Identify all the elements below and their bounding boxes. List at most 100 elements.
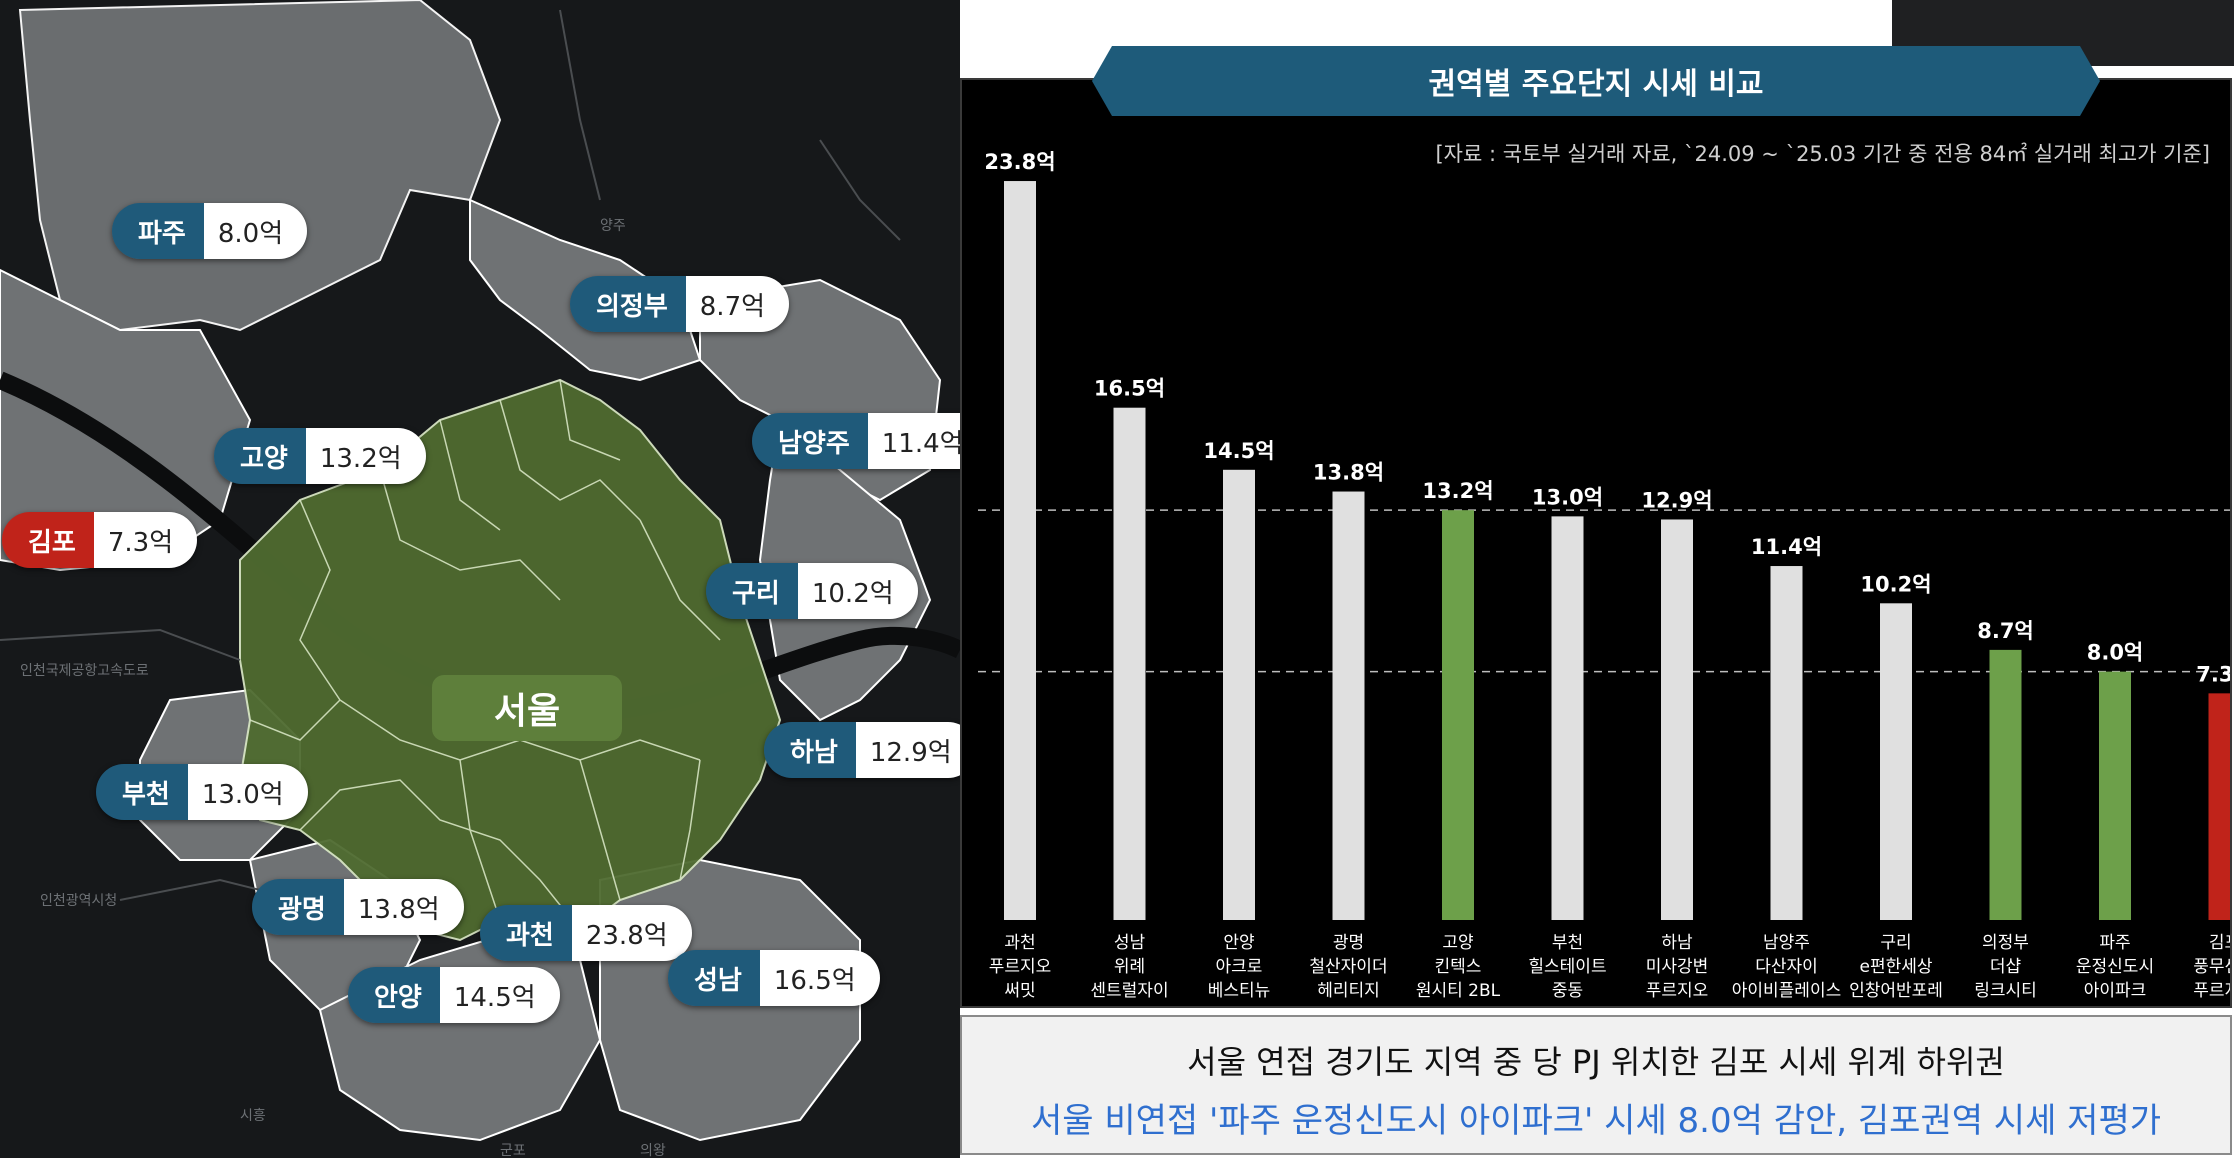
region-pill-gwacheon: 과천 23.8억 xyxy=(480,905,692,961)
bar xyxy=(1661,519,1693,920)
region-pill-paju: 파주 8.0억 xyxy=(112,203,308,259)
category-label: 아이파크 xyxy=(2084,981,2147,1001)
region-pill-bucheon: 부천 13.0억 xyxy=(96,764,308,820)
seoul-district-lines xyxy=(249,379,721,931)
chart-panel: 23.8억 과천 푸르지오 써밋 16.5억 성남 위례 센트럴자이 14.5억 안양 아크로 베스티… xyxy=(960,78,2232,1008)
bar-value-label: 10.2억 xyxy=(1860,572,1931,596)
region-name: 과천 xyxy=(480,905,572,961)
category-label: 헤리티지 xyxy=(1317,981,1380,1001)
bar xyxy=(1223,469,1255,920)
bar-value-label: 7.3억 xyxy=(2196,662,2230,686)
category-label: 광명 xyxy=(1333,933,1364,953)
category-label: 중동 xyxy=(1552,981,1583,1001)
category-label: 안양 xyxy=(1223,933,1254,953)
region-pill-namyangju: 남양주 11.4억 xyxy=(752,413,960,469)
bar xyxy=(1770,566,1803,920)
bar xyxy=(2099,671,2131,920)
bar-value-label: 12.9억 xyxy=(1641,488,1712,512)
bar-value-label: 13.8억 xyxy=(1313,461,1384,485)
title-banner xyxy=(1092,46,2100,116)
region-name: 광명 xyxy=(252,879,344,935)
bar-value-label: 14.5억 xyxy=(1203,439,1274,463)
category-label: e편한세상 xyxy=(1859,957,1932,977)
region-name: 의정부 xyxy=(570,276,686,332)
summary-line-1: 서울 연접 경기도 지역 중 당 PJ 위치한 김포 시세 위계 하위권 xyxy=(1187,1043,2005,1081)
region-name: 구리 xyxy=(706,563,798,619)
region-value: 11.4억 xyxy=(867,413,960,469)
region-pill-gwangmyeong: 광명 13.8억 xyxy=(252,879,464,935)
bar-value-label: 13.2억 xyxy=(1422,479,1493,503)
bar-value-label: 23.8억 xyxy=(984,150,1055,174)
category-label: 써밋 xyxy=(1004,981,1035,1001)
category-label: 구리 xyxy=(1880,933,1911,953)
region-pill-uijeongbu: 의정부 8.7억 xyxy=(570,276,790,332)
category-label: 힐스테이트 xyxy=(1528,957,1606,977)
category-label: 의정부 xyxy=(1982,933,2029,953)
category-label: 아크로 xyxy=(1216,957,1263,977)
category-label: 다산자이 xyxy=(1755,957,1818,977)
bar xyxy=(1004,181,1036,920)
region-name: 부천 xyxy=(96,764,188,820)
bar-value-label: 16.5억 xyxy=(1094,377,1165,401)
bar xyxy=(1442,510,1474,920)
region-value: 8.0억 xyxy=(203,203,308,259)
category-label: 파주 xyxy=(2099,933,2130,953)
category-label: 운정신도시 xyxy=(2076,957,2154,977)
category-label: 푸르지오 xyxy=(989,957,1052,977)
region-value: 14.5억 xyxy=(439,967,560,1023)
bar xyxy=(2208,693,2230,920)
place-label-gunpo: 군포 xyxy=(500,1143,526,1158)
category-label: 킨텍스 xyxy=(1435,957,1482,977)
category-label: 김포 xyxy=(2209,933,2230,953)
place-label-yangju: 양주 xyxy=(600,218,626,234)
category-label: 고양 xyxy=(1442,933,1473,953)
category-label: 푸르지오 xyxy=(2193,981,2230,1001)
bar-value-label: 13.0억 xyxy=(1532,485,1603,509)
bar xyxy=(1880,603,1912,920)
region-pill-anyang: 안양 14.5억 xyxy=(348,967,560,1023)
region-pill-seongnam: 성남 16.5억 xyxy=(668,950,880,1006)
category-label: 원시티 2BL xyxy=(1416,981,1501,1001)
region-pill-gimpo: 김포 7.3억 xyxy=(2,512,198,568)
category-label: 성남 xyxy=(1114,933,1146,953)
region-pill-goyang: 고양 13.2억 xyxy=(214,428,426,484)
region-value: 8.7억 xyxy=(685,276,790,332)
bar-chart: 23.8억과천푸르지오써밋16.5억성남위례센트럴자이14.5억안양아크로베스티… xyxy=(978,150,2230,1001)
region-pill-guri: 구리 10.2억 xyxy=(706,563,918,619)
region-value: 13.2억 xyxy=(305,428,426,484)
category-label: 풍무센트 xyxy=(2193,957,2230,977)
region-value: 16.5억 xyxy=(759,950,880,1006)
category-label: 남양주 xyxy=(1763,933,1810,953)
place-label-incheon-road: 인천국제공항고속도로 xyxy=(20,663,149,679)
bar xyxy=(1113,407,1146,920)
source-note: [자료 : 국토부 실거래 자료, `24.09 ~ `25.03 기간 중 전… xyxy=(1435,142,2210,166)
bar-value-label: 8.7억 xyxy=(1977,619,2034,643)
summary-line-2: 서울 비연접 '파주 운정신도시 아이파크' 시세 8.0억 감안, 김포권역 … xyxy=(1030,1101,2162,1141)
region-value: 7.3억 xyxy=(93,512,198,568)
region-value: 13.0억 xyxy=(187,764,308,820)
region-name: 남양주 xyxy=(752,413,868,469)
chart-title: 권역별 주요단지 시세 비교 xyxy=(1428,67,1764,102)
region-value: 13.8억 xyxy=(343,879,464,935)
category-label: 하남 xyxy=(1661,933,1693,953)
region-pill-hanam: 하남 12.9억 xyxy=(764,722,960,778)
seoul-region-shape xyxy=(238,378,782,942)
region-name: 김포 xyxy=(2,512,94,568)
category-label: 위례 xyxy=(1114,957,1145,977)
place-label-siheung: 시흥 xyxy=(240,1108,266,1124)
category-label: 철산자이더 xyxy=(1309,957,1387,977)
bar-value-label: 11.4억 xyxy=(1751,535,1822,559)
category-label: 링크시티 xyxy=(1974,981,2037,1001)
category-label: 푸르지오 xyxy=(1646,981,1709,1001)
bar xyxy=(1332,491,1365,920)
map-panel: 인천국제공항고속도로 인천광역시청 시흥 의왕 군포 양주 서울 파주 8.0억… xyxy=(0,0,960,1158)
region-name: 하남 xyxy=(764,722,856,778)
bar xyxy=(1989,649,2022,920)
bar xyxy=(1551,516,1584,920)
summary-box: 서울 연접 경기도 지역 중 당 PJ 위치한 김포 시세 위계 하위권 서울 … xyxy=(960,1015,2232,1155)
category-label: 과천 xyxy=(1004,933,1035,953)
region-value: 23.8억 xyxy=(571,905,692,961)
region-value: 12.9억 xyxy=(855,722,960,778)
category-label: 부천 xyxy=(1552,933,1583,953)
gyeonggi-region-shape xyxy=(18,0,502,332)
